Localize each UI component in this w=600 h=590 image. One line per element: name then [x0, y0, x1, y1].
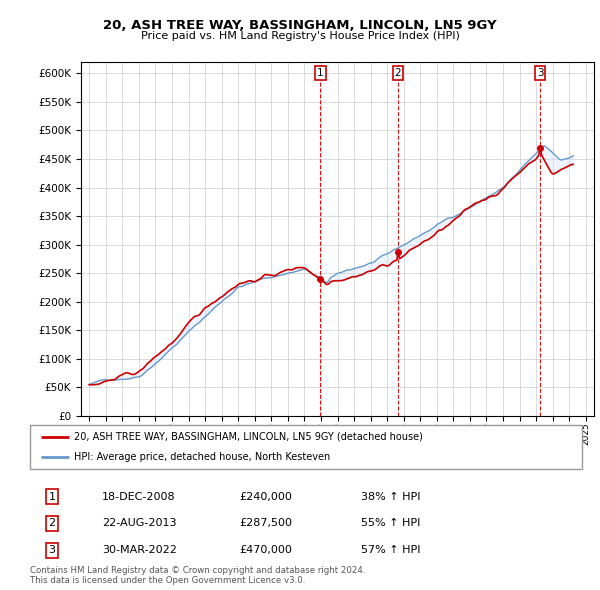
Text: £287,500: £287,500 — [240, 519, 293, 529]
Text: £240,000: £240,000 — [240, 491, 293, 502]
Text: 1: 1 — [49, 491, 56, 502]
Text: Price paid vs. HM Land Registry's House Price Index (HPI): Price paid vs. HM Land Registry's House … — [140, 31, 460, 41]
Text: 55% ↑ HPI: 55% ↑ HPI — [361, 519, 421, 529]
Text: 3: 3 — [537, 68, 544, 78]
Text: 1: 1 — [317, 68, 324, 78]
Text: £470,000: £470,000 — [240, 545, 293, 555]
Text: 30-MAR-2022: 30-MAR-2022 — [102, 545, 176, 555]
Text: 18-DEC-2008: 18-DEC-2008 — [102, 491, 175, 502]
FancyBboxPatch shape — [30, 425, 582, 469]
Text: 22-AUG-2013: 22-AUG-2013 — [102, 519, 176, 529]
Text: 3: 3 — [49, 545, 56, 555]
Text: Contains HM Land Registry data © Crown copyright and database right 2024.
This d: Contains HM Land Registry data © Crown c… — [30, 566, 365, 585]
Text: 20, ASH TREE WAY, BASSINGHAM, LINCOLN, LN5 9GY (detached house): 20, ASH TREE WAY, BASSINGHAM, LINCOLN, L… — [74, 432, 423, 442]
Text: HPI: Average price, detached house, North Kesteven: HPI: Average price, detached house, Nort… — [74, 452, 331, 462]
Text: 57% ↑ HPI: 57% ↑ HPI — [361, 545, 421, 555]
Text: 20, ASH TREE WAY, BASSINGHAM, LINCOLN, LN5 9GY: 20, ASH TREE WAY, BASSINGHAM, LINCOLN, L… — [103, 19, 497, 32]
Text: 2: 2 — [394, 68, 401, 78]
Text: 2: 2 — [49, 519, 56, 529]
Text: 38% ↑ HPI: 38% ↑ HPI — [361, 491, 421, 502]
